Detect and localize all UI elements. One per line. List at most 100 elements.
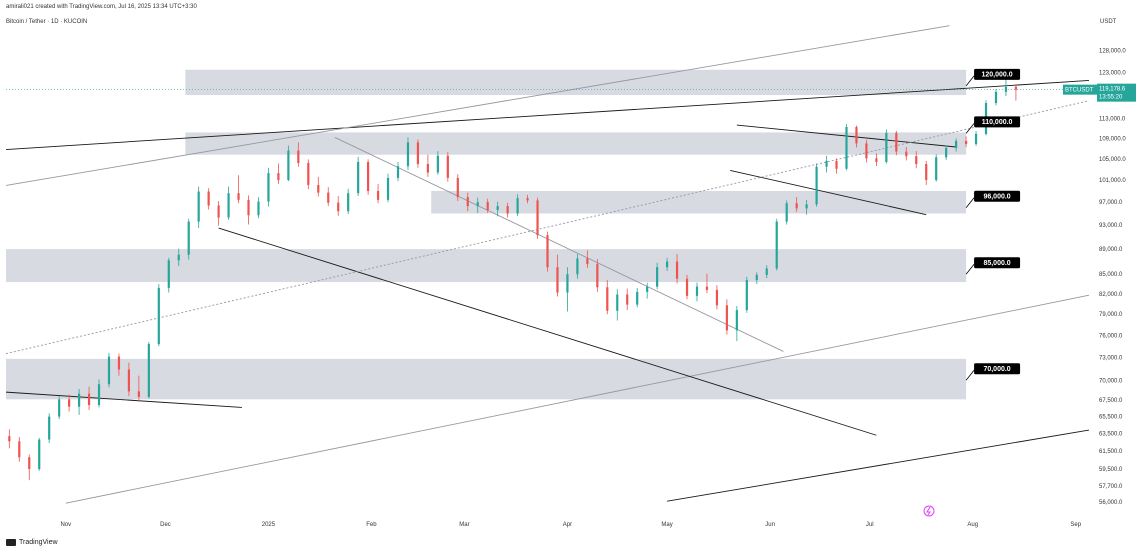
candle-body [915, 156, 918, 165]
candle-body [58, 399, 61, 417]
candle [626, 288, 629, 311]
candle-body [865, 143, 868, 159]
candle [566, 267, 569, 312]
symbol-tag-text: BTCUSDT [1065, 88, 1094, 94]
y-tick-label: 73,000.0 [1099, 355, 1123, 361]
candle [865, 139, 868, 163]
candle [396, 161, 400, 182]
candle-body [247, 199, 250, 216]
candle-body [117, 356, 121, 370]
candle [367, 159, 370, 195]
candle-body [845, 127, 848, 169]
currency-label: USDT [1100, 19, 1117, 25]
level-label-box [974, 190, 1021, 202]
candle-body [1014, 86, 1018, 90]
candle-body [745, 280, 748, 311]
candle-body [964, 140, 968, 144]
candle [586, 250, 589, 268]
candle-body [994, 91, 998, 104]
candle [58, 396, 61, 420]
candle [506, 202, 509, 218]
candle-body [955, 140, 958, 149]
candle [347, 188, 350, 215]
candle-body [636, 291, 639, 305]
candle-body [127, 369, 131, 392]
level-label-connector [965, 197, 975, 209]
y-tick-label: 56,000.0 [1099, 500, 1123, 506]
candle-body [775, 221, 778, 269]
trendline [5, 100, 1090, 355]
candle-body [77, 393, 81, 407]
candle [825, 155, 828, 173]
replay-icon[interactable] [923, 505, 935, 517]
candle-body [486, 202, 489, 211]
candle [287, 145, 290, 182]
candle [715, 285, 719, 310]
candle-body [785, 203, 788, 222]
candle [137, 375, 140, 402]
y-tick-label: 63,500.0 [1099, 432, 1123, 438]
candle-body [576, 258, 579, 275]
candle [885, 129, 888, 164]
price-axis: 128,000.0123,000.0118,000.0113,000.0109,… [1099, 49, 1126, 507]
price-tag-value: 119,178.6 [1099, 87, 1126, 93]
x-tick-label: Jun [765, 522, 775, 528]
candle [785, 200, 788, 225]
candle [197, 186, 200, 229]
candle-body [187, 221, 190, 255]
candle [147, 341, 150, 399]
support-resistance-zones [6, 69, 967, 400]
candle-body [496, 206, 499, 211]
candle-body [586, 258, 589, 265]
candle [297, 142, 300, 167]
price-zone [6, 358, 967, 400]
y-tick-label: 76,000.0 [1099, 333, 1123, 339]
candle-body [506, 206, 509, 214]
candle-body [626, 294, 629, 305]
candle [516, 194, 519, 216]
candle-body [795, 203, 798, 209]
candle-body [905, 151, 908, 157]
level-label-box [974, 68, 1021, 80]
candle-body [367, 161, 370, 191]
candle-body [267, 173, 270, 202]
candle-body [935, 157, 938, 181]
tradingview-logo[interactable]: TradingView [6, 539, 58, 546]
x-tick-label: Sep [1070, 522, 1081, 528]
candle-body [386, 177, 390, 200]
candle-body [815, 166, 818, 205]
candle-body [925, 164, 928, 181]
candle [337, 195, 340, 216]
candle [646, 282, 649, 299]
candle [656, 262, 659, 290]
level-label-text: 110,000.0 [982, 119, 1013, 126]
x-tick-label: Aug [967, 522, 978, 528]
candle-body [855, 127, 858, 144]
candle [97, 379, 101, 408]
candle [327, 187, 330, 207]
candle [845, 124, 848, 171]
candle [815, 163, 818, 207]
candle [675, 254, 679, 284]
candle-body [147, 344, 150, 397]
candle-body [337, 202, 340, 212]
candle-body [396, 166, 400, 178]
candle-body [38, 439, 41, 470]
level-label-text: 70,000.0 [983, 366, 1010, 373]
level-labels: 120,000.0 110,000.0 96,000.0 85,000.0 70,000… [965, 68, 1021, 381]
candle [317, 176, 320, 197]
y-tick-label: 101,000.0 [1099, 178, 1126, 184]
trendline [65, 294, 1090, 504]
candle-body [207, 191, 210, 206]
candle-body [705, 286, 709, 290]
candle [277, 163, 280, 184]
candle [775, 218, 778, 271]
candle [217, 200, 220, 226]
candle-body [416, 142, 420, 165]
trendline [667, 429, 1090, 502]
y-tick-label: 61,500.0 [1099, 449, 1123, 455]
y-tick-label: 85,000.0 [1099, 272, 1123, 278]
candle [18, 436, 21, 462]
candle-body [835, 160, 838, 169]
